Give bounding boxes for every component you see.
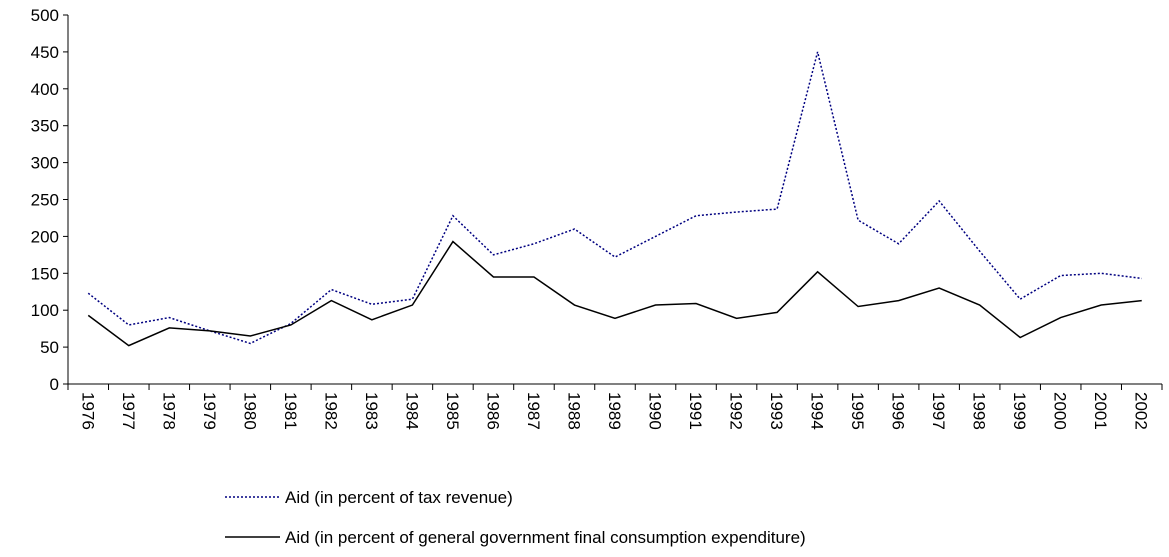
y-tick-label: 250 xyxy=(31,191,59,210)
x-tick-label: 1989 xyxy=(605,392,624,430)
legend-label: Aid (in percent of general government fi… xyxy=(285,528,806,547)
x-tick-label: 1981 xyxy=(281,392,300,430)
y-tick-label: 100 xyxy=(31,301,59,320)
y-tick-label: 0 xyxy=(50,375,59,394)
x-tick-label: 1977 xyxy=(119,392,138,430)
x-tick-label: 1992 xyxy=(727,392,746,430)
x-tick-label: 2000 xyxy=(1051,392,1070,430)
y-tick-label: 350 xyxy=(31,117,59,136)
y-tick-label: 500 xyxy=(31,6,59,25)
x-tick-label: 1986 xyxy=(483,392,502,430)
x-tick-label: 1994 xyxy=(808,392,827,430)
legend-label: Aid (in percent of tax revenue) xyxy=(285,488,513,507)
x-tick-label: 1990 xyxy=(646,392,665,430)
x-tick-label: 1983 xyxy=(362,392,381,430)
series-line xyxy=(87,240,1142,347)
series-line xyxy=(87,51,1142,345)
x-tick-label: 1979 xyxy=(200,392,219,430)
x-tick-label: 1987 xyxy=(524,392,543,430)
x-tick-label: 2002 xyxy=(1132,392,1151,430)
y-tick-label: 50 xyxy=(40,338,59,357)
x-tick-label: 1999 xyxy=(1010,392,1029,430)
x-tick-label: 1976 xyxy=(78,392,97,430)
x-tick-label: 1982 xyxy=(321,392,340,430)
x-tick-label: 1980 xyxy=(240,392,259,430)
x-tick-label: 1988 xyxy=(564,392,583,430)
x-tick-label: 1984 xyxy=(402,392,421,430)
x-tick-label: 1996 xyxy=(889,392,908,430)
y-tick-label: 200 xyxy=(31,227,59,246)
x-tick-label: 1985 xyxy=(443,392,462,430)
x-tick-label: 1978 xyxy=(159,392,178,430)
y-tick-label: 400 xyxy=(31,80,59,99)
x-tick-label: 1995 xyxy=(848,392,867,430)
x-tick-label: 1993 xyxy=(767,392,786,430)
y-tick-label: 450 xyxy=(31,43,59,62)
y-tick-label: 300 xyxy=(31,154,59,173)
y-tick-label: 150 xyxy=(31,264,59,283)
x-tick-label: 1998 xyxy=(970,392,989,430)
x-tick-label: 1991 xyxy=(686,392,705,430)
x-tick-label: 2001 xyxy=(1091,392,1110,430)
x-tick-label: 1997 xyxy=(929,392,948,430)
